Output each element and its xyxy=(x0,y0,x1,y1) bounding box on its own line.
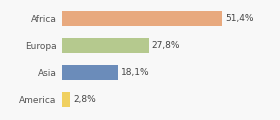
Bar xyxy=(62,38,149,53)
Text: 27,8%: 27,8% xyxy=(151,41,179,50)
Bar xyxy=(62,11,222,26)
Text: 18,1%: 18,1% xyxy=(121,68,149,77)
Bar xyxy=(62,65,118,80)
Bar xyxy=(62,92,70,107)
Text: 51,4%: 51,4% xyxy=(225,14,253,23)
Text: 2,8%: 2,8% xyxy=(73,95,95,104)
